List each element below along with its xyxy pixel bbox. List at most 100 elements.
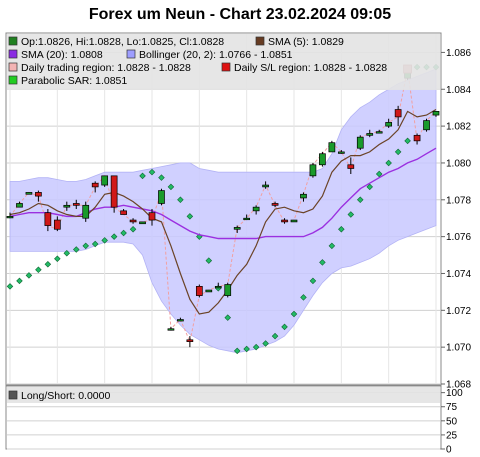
legend-entry: Parabolic SAR: 1.0851 xyxy=(21,75,127,87)
candle xyxy=(252,205,260,215)
sar-point xyxy=(54,255,61,262)
candle xyxy=(25,192,33,195)
candle xyxy=(290,219,298,223)
sar-point xyxy=(158,174,165,181)
candle-body-up xyxy=(385,122,393,127)
sar-point xyxy=(281,323,288,331)
lower-legend-swatch xyxy=(8,390,18,400)
sar-point xyxy=(82,242,89,250)
y-tick-label: 1.086 xyxy=(446,48,471,59)
sar-point xyxy=(347,211,355,218)
candle-body-up xyxy=(252,206,260,212)
candle-body-up xyxy=(139,221,146,225)
sar-point xyxy=(25,272,33,279)
lower-y-tick-label: 50 xyxy=(446,416,458,427)
candle xyxy=(394,105,402,127)
candle-body-down xyxy=(120,210,127,215)
candle-body-up xyxy=(233,227,241,230)
candle-body-down xyxy=(195,286,203,296)
legend: Op:1.0826, Hi:1.0828, Lo:1.0825, Cl:1.08… xyxy=(8,36,387,87)
candle xyxy=(233,225,241,233)
sma20-line xyxy=(9,147,437,240)
sma20-series xyxy=(9,147,437,240)
sar-point xyxy=(44,261,52,268)
legend-entry: SMA (20): 1.0808 xyxy=(21,49,103,61)
candle xyxy=(195,284,203,298)
candle xyxy=(281,218,288,224)
y-tick-label: 1.070 xyxy=(446,343,471,354)
candle xyxy=(158,188,165,206)
candle xyxy=(309,162,317,178)
candle-body-down xyxy=(394,109,402,118)
sar-point xyxy=(224,314,231,321)
candle xyxy=(271,201,279,208)
candle-body-up xyxy=(328,142,336,153)
candle-body-up xyxy=(290,219,298,223)
candle-body-up xyxy=(224,284,232,296)
candle xyxy=(224,282,232,298)
candle xyxy=(82,201,90,222)
candle-body-up xyxy=(82,204,90,219)
chart-title: Forex um Neun - Chart 23.02.2024 09:05 xyxy=(89,6,391,23)
candle-body-up xyxy=(337,151,345,154)
lower-y-tick-label: 0 xyxy=(446,445,452,456)
candle-body-down xyxy=(91,182,99,188)
candle xyxy=(148,209,156,226)
candle-body-up xyxy=(177,319,184,322)
lower-y-tick-label: 100 xyxy=(446,388,463,399)
legend-entry: Bollinger (20, 2): 1.0766 - 1.0851 xyxy=(139,49,293,61)
candle xyxy=(72,199,80,209)
sar-point xyxy=(309,277,317,285)
candle xyxy=(35,190,42,202)
bollinger-band-area xyxy=(9,68,437,354)
candle xyxy=(205,289,213,293)
candle-body-down xyxy=(110,175,118,208)
candle-body-up xyxy=(262,184,269,188)
lower-legend-entry: Long/Short: 0.0000 xyxy=(21,390,110,402)
candle-body-up xyxy=(243,217,251,221)
lower-y-axis: 0 25 50 75 100 xyxy=(441,388,463,456)
candle-body-up xyxy=(214,286,222,289)
sar-point xyxy=(167,183,175,191)
y-tick-label: 1.072 xyxy=(446,306,471,317)
legend-entry: Daily trading region: 1.0828 - 1.0828 xyxy=(21,62,191,74)
sar-point xyxy=(319,259,326,266)
candle xyxy=(385,118,393,128)
candle-body-down xyxy=(413,134,421,142)
candle xyxy=(423,118,430,132)
candle-body-down xyxy=(186,339,194,342)
sar-point xyxy=(290,310,298,318)
sar-point xyxy=(404,137,411,145)
candle xyxy=(432,111,440,117)
sar-point xyxy=(338,226,345,233)
candle-body-up xyxy=(375,131,383,134)
daily-trading-region-line xyxy=(9,68,437,344)
sar-point xyxy=(366,183,373,191)
candle xyxy=(167,326,175,331)
y-tick-label: 1.076 xyxy=(446,232,471,243)
candle-body-up xyxy=(101,175,109,186)
candle xyxy=(129,218,137,224)
parabolic-sar-series xyxy=(6,63,440,355)
lower-legend: Long/Short: 0.0000 xyxy=(8,390,110,402)
sar-point xyxy=(16,277,23,285)
sar-point xyxy=(186,213,194,220)
sar-point xyxy=(262,340,269,347)
candle-body-up xyxy=(25,192,33,195)
sar-point xyxy=(139,172,146,180)
sar-point xyxy=(385,159,392,167)
lower-y-tick-label: 25 xyxy=(446,430,458,441)
candle-body-down xyxy=(281,219,288,223)
candle xyxy=(356,135,364,151)
sar-point xyxy=(101,237,108,244)
y-tick-label: 1.084 xyxy=(446,85,471,96)
candle-body-down xyxy=(129,219,137,223)
bollinger-band xyxy=(9,68,437,354)
sar-point xyxy=(357,196,364,204)
candle-body-down xyxy=(271,203,279,206)
candle xyxy=(375,129,383,134)
candle xyxy=(44,209,52,232)
y-tick-label: 1.068 xyxy=(446,380,471,391)
sar-point xyxy=(91,240,99,248)
